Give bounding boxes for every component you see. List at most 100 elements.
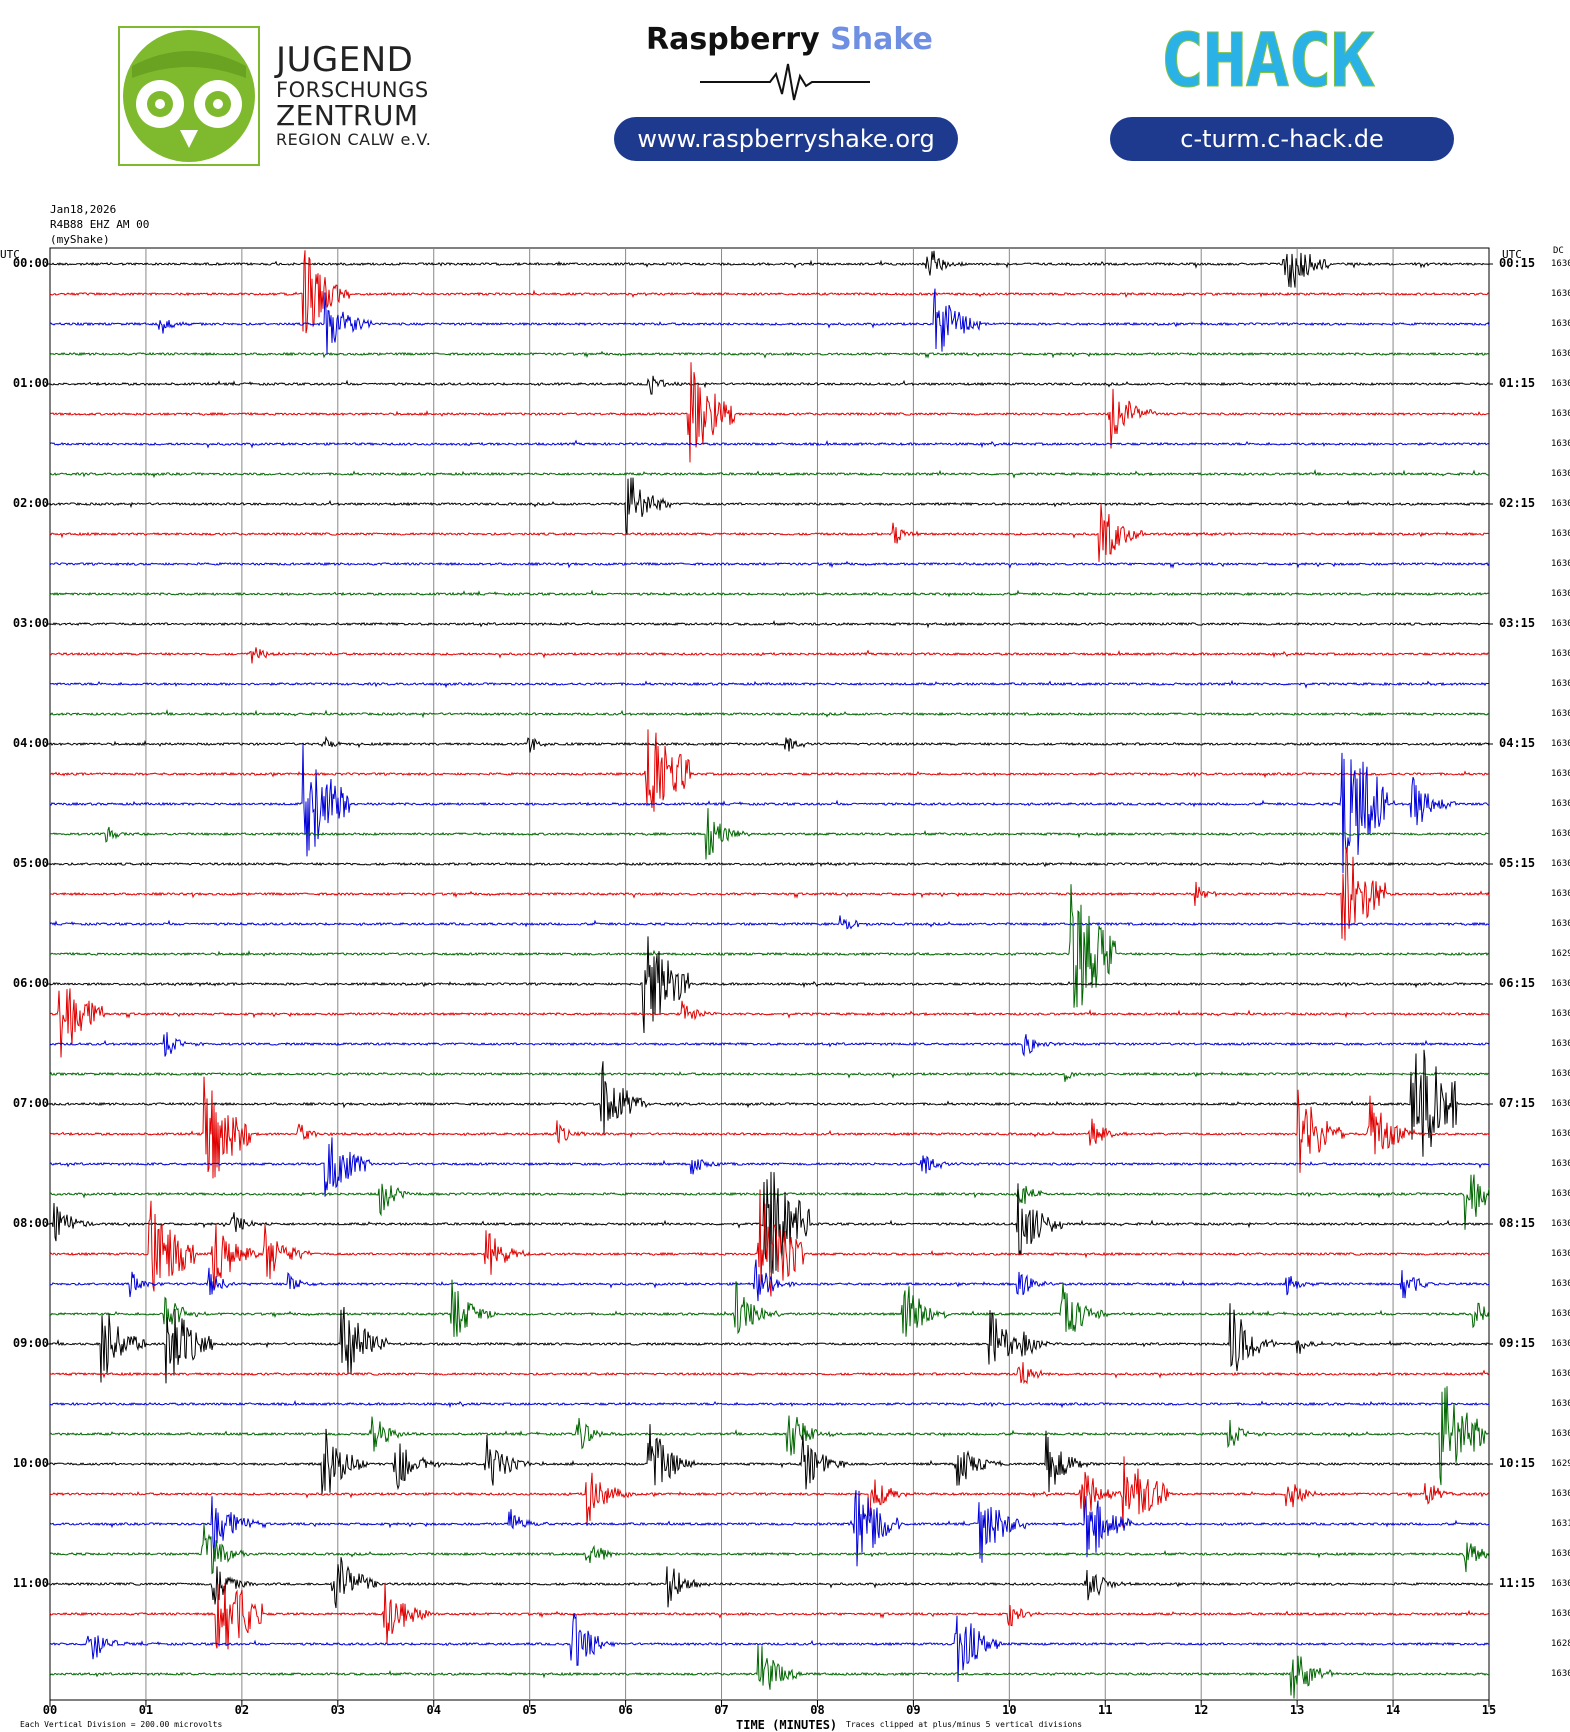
chack-logo: CHACK — [1160, 30, 1378, 94]
trace-line — [49, 350, 1490, 359]
x-tick-label: 09 — [906, 1703, 921, 1717]
dc-value-label: 16303 — [1551, 709, 1570, 719]
trace-line — [49, 729, 1490, 812]
chack-url[interactable]: c-turm.c-hack.de — [1110, 117, 1454, 161]
trace-line — [49, 1259, 1490, 1302]
x-tick-label: 10 — [1002, 1703, 1017, 1717]
dc-value-label: 16303 — [1551, 1609, 1570, 1619]
trace-line — [49, 1076, 1490, 1179]
x-tick-label: 13 — [1289, 1703, 1305, 1717]
utc-right-header: UTC — [1502, 248, 1522, 261]
trace-line — [49, 1171, 1490, 1274]
dc-value-label: 16303 — [1551, 799, 1570, 809]
trace-line — [49, 1613, 1490, 1683]
hour-label-right: 09:15 — [1499, 1336, 1536, 1350]
trace-line — [49, 477, 1490, 536]
hour-label-right: 10:15 — [1499, 1456, 1536, 1470]
trace-line — [49, 743, 1490, 874]
dc-value-label: 16306 — [1551, 1399, 1570, 1409]
hour-label-left: 11:00 — [12, 1576, 49, 1590]
x-tick-label: 00 — [42, 1703, 58, 1717]
dc-value-label: 16309 — [1551, 1129, 1570, 1139]
trace-line — [49, 250, 1490, 334]
trace-line — [49, 620, 1490, 629]
trace-line — [49, 1399, 1490, 1409]
hour-label-left: 00:00 — [12, 256, 49, 270]
trace-line — [49, 1424, 1490, 1495]
raspberry-shake-url[interactable]: www.raspberryshake.org — [614, 117, 958, 161]
x-tick-label: 14 — [1385, 1703, 1401, 1717]
trace-line — [49, 709, 1490, 719]
dc-value-label: 16303 — [1551, 319, 1570, 329]
dc-value-label: 16303 — [1551, 289, 1570, 299]
trace-line — [49, 847, 1490, 941]
jfz-line-3: ZENTRUM — [276, 99, 419, 132]
dc-value-label: 16304 — [1551, 529, 1570, 539]
x-tick-label: 08 — [810, 1703, 825, 1717]
dc-value-label: 16305 — [1551, 1099, 1570, 1109]
dc-value-label: 16305 — [1551, 1039, 1570, 1049]
chack-logo-text: CHACK — [1160, 30, 1375, 94]
utc-left-header: UTC — [0, 248, 20, 261]
trace-line — [49, 589, 1490, 598]
hour-label-left: 08:00 — [12, 1216, 49, 1230]
trace-line — [49, 504, 1490, 562]
trace-line — [49, 1189, 1490, 1297]
dc-value-label: 16304 — [1551, 1579, 1570, 1589]
dc-value-label: 16302 — [1551, 1309, 1570, 1319]
station-channel: R4B88 EHZ AM 00 — [50, 218, 150, 231]
hour-label-right: 00:15 — [1499, 256, 1536, 270]
hour-label-left: 03:00 — [12, 616, 49, 630]
x-tick-label: 15 — [1481, 1703, 1497, 1717]
plot-frame — [49, 247, 1490, 1701]
shake-word: Shake — [830, 22, 933, 57]
trace-line — [49, 1279, 1490, 1337]
dc-value-label: 16304 — [1551, 379, 1570, 389]
trace-line — [49, 861, 1490, 868]
dc-value-label: 16306 — [1551, 469, 1570, 479]
dc-value-label: 16308 — [1551, 1339, 1570, 1349]
x-tick-label: 04 — [426, 1703, 441, 1717]
dc-value-label: 16308 — [1551, 1009, 1570, 1019]
hour-label-right: 03:15 — [1499, 616, 1536, 630]
hour-label-right: 06:15 — [1499, 976, 1536, 990]
trace-line — [49, 1582, 1490, 1650]
hour-label-left: 02:00 — [12, 496, 49, 510]
dc-value-label: 16299 — [1551, 949, 1570, 959]
trace-line — [49, 1049, 1490, 1157]
trace-line — [49, 1137, 1490, 1197]
trace-line — [49, 735, 1490, 753]
x-tick-label: 03 — [330, 1703, 346, 1717]
dc-header: DC — [1553, 246, 1564, 256]
dc-value-label: 16305 — [1551, 589, 1570, 599]
trace-line — [49, 1174, 1490, 1230]
jfz-line-1: JUGEND — [276, 40, 414, 80]
dc-value-label: 16305 — [1551, 979, 1570, 989]
jfz-owl-logo — [118, 26, 260, 166]
x-tick-label: 07 — [714, 1703, 729, 1717]
trace-line — [49, 679, 1489, 689]
dc-value-label: 16303 — [1551, 259, 1570, 269]
trace-line — [49, 560, 1490, 569]
dc-value-label: 16304 — [1551, 769, 1570, 779]
hour-label-right: 11:15 — [1499, 1576, 1536, 1590]
trace-line — [49, 1557, 1490, 1609]
recording-date: Jan18,2026 — [50, 203, 117, 216]
trace-line — [49, 1490, 1490, 1567]
hour-label-left: 06:00 — [12, 976, 49, 990]
hour-label-right: 08:15 — [1499, 1216, 1536, 1230]
dc-value-label: 16302 — [1551, 919, 1570, 929]
trace-line — [49, 1456, 1490, 1528]
x-tick-label: 05 — [522, 1703, 537, 1717]
x-tick-label: 02 — [234, 1703, 250, 1717]
x-axis-title: TIME (MINUTES) — [736, 1718, 838, 1732]
trace-line — [49, 1644, 1490, 1699]
raspberry-word: Raspberry — [646, 22, 820, 57]
hour-label-right: 05:15 — [1499, 856, 1536, 870]
dc-value-label: 16303 — [1551, 439, 1570, 449]
dc-value-label: 16298 — [1551, 1459, 1570, 1469]
dc-value-label: 16309 — [1551, 1249, 1570, 1259]
